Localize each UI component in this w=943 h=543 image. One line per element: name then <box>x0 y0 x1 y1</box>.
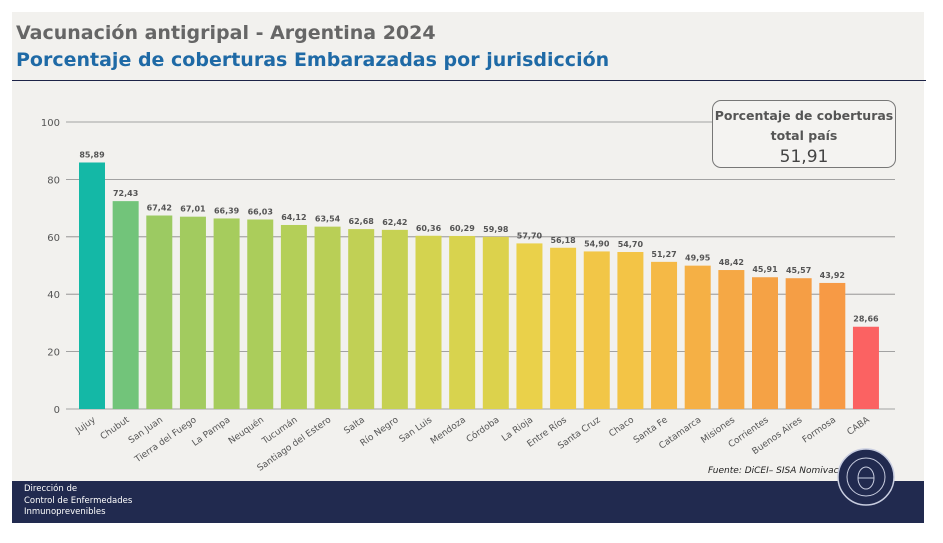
page-subtitle: Porcentaje de coberturas Embarazadas por… <box>16 49 610 71</box>
data-label: 66,03 <box>248 207 273 216</box>
y-tick-label: 0 <box>54 405 60 416</box>
data-label: 51,27 <box>651 250 676 259</box>
x-tick-label: Tierra del Fuego <box>133 415 199 466</box>
bar-7 <box>314 226 341 409</box>
footer-band: Dirección de Control de Enfermedades Inm… <box>12 481 924 523</box>
y-tick-label: 80 <box>47 175 60 186</box>
data-label: 62,68 <box>349 217 375 226</box>
bar-chart: 02040608010085,89Jujuy72,43Chubut67,42Sa… <box>41 118 895 474</box>
bar-8 <box>348 229 375 409</box>
data-label: 54,90 <box>584 239 610 248</box>
x-tick-label: CABA <box>846 415 873 438</box>
x-tick-label: Mendoza <box>429 415 468 446</box>
data-label: 54,70 <box>618 240 644 249</box>
y-tick-label: 60 <box>47 233 60 244</box>
bar-12 <box>482 236 509 409</box>
data-label: 28,66 <box>853 315 879 324</box>
data-label: 66,39 <box>214 206 240 215</box>
page-title: Vacunación antigripal - Argentina 2024 <box>16 22 436 44</box>
data-label: 56,18 <box>550 236 576 245</box>
bar-3 <box>179 216 206 409</box>
x-tick-label: Jujuy <box>73 415 98 437</box>
kpi-label-2: total país <box>770 128 838 143</box>
data-label: 67,42 <box>147 204 172 213</box>
x-tick-label: Salta <box>343 415 367 436</box>
data-label: 72,43 <box>113 189 138 198</box>
bar-23 <box>852 326 879 409</box>
bar-17 <box>651 261 678 409</box>
bar-14 <box>550 247 577 409</box>
data-label: 67,01 <box>180 205 206 214</box>
bar-16 <box>617 252 644 409</box>
bar-6 <box>280 224 307 409</box>
data-label: 43,92 <box>820 271 845 280</box>
x-tick-label: Córdoba <box>464 414 501 445</box>
data-label: 85,89 <box>79 150 105 159</box>
footer-line-2: Control de Enfermedades <box>24 495 133 506</box>
data-label: 60,36 <box>416 224 442 233</box>
x-tick-label: Río Negro <box>359 415 401 449</box>
bar-9 <box>381 229 408 409</box>
x-tick-label: Chaco <box>607 415 636 440</box>
bar-10 <box>415 235 442 409</box>
x-tick-label: La Pampa <box>191 415 233 448</box>
bar-19 <box>718 270 745 409</box>
data-label: 48,42 <box>719 258 744 267</box>
bar-5 <box>247 219 274 409</box>
bar-2 <box>146 215 173 409</box>
x-tick-label: Formosa <box>801 415 838 445</box>
bar-22 <box>819 282 846 409</box>
data-label: 49,95 <box>685 254 711 263</box>
data-label: 63,54 <box>315 215 341 224</box>
x-tick-label: San Luis <box>398 415 435 445</box>
ministry-seal-logo <box>837 448 895 506</box>
data-label: 57,70 <box>517 231 543 240</box>
footer-line-3: Inmunoprevenibles <box>24 507 106 517</box>
y-tick-label: 40 <box>47 290 60 301</box>
kpi-label: Porcentaje de coberturas <box>714 108 894 123</box>
data-label: 45,91 <box>752 265 778 274</box>
bar-15 <box>583 251 610 409</box>
bar-21 <box>785 278 812 409</box>
data-label: 64,12 <box>281 213 306 222</box>
y-tick-label: 20 <box>47 348 60 359</box>
bar-4 <box>213 218 240 409</box>
bar-0 <box>79 162 105 409</box>
data-label: 45,57 <box>786 266 811 275</box>
header-divider <box>12 80 926 81</box>
data-label: 60,29 <box>449 224 475 233</box>
kpi-card: Porcentaje de coberturas total país 51,9… <box>712 100 896 168</box>
data-label: 62,42 <box>382 218 407 227</box>
bar-11 <box>449 235 476 409</box>
bar-20 <box>752 277 778 409</box>
source-note: Fuente: DiCEI– SISA Nomivac <box>708 466 839 476</box>
y-tick-label: 100 <box>41 118 60 129</box>
bar-18 <box>684 265 711 409</box>
footer-line-1: Dirección de <box>24 484 78 494</box>
kpi-value: 51,91 <box>779 147 829 167</box>
x-tick-label: Neuquén <box>226 414 266 446</box>
bar-13 <box>516 243 543 409</box>
bar-1 <box>112 201 139 409</box>
data-label: 59,98 <box>483 225 509 234</box>
